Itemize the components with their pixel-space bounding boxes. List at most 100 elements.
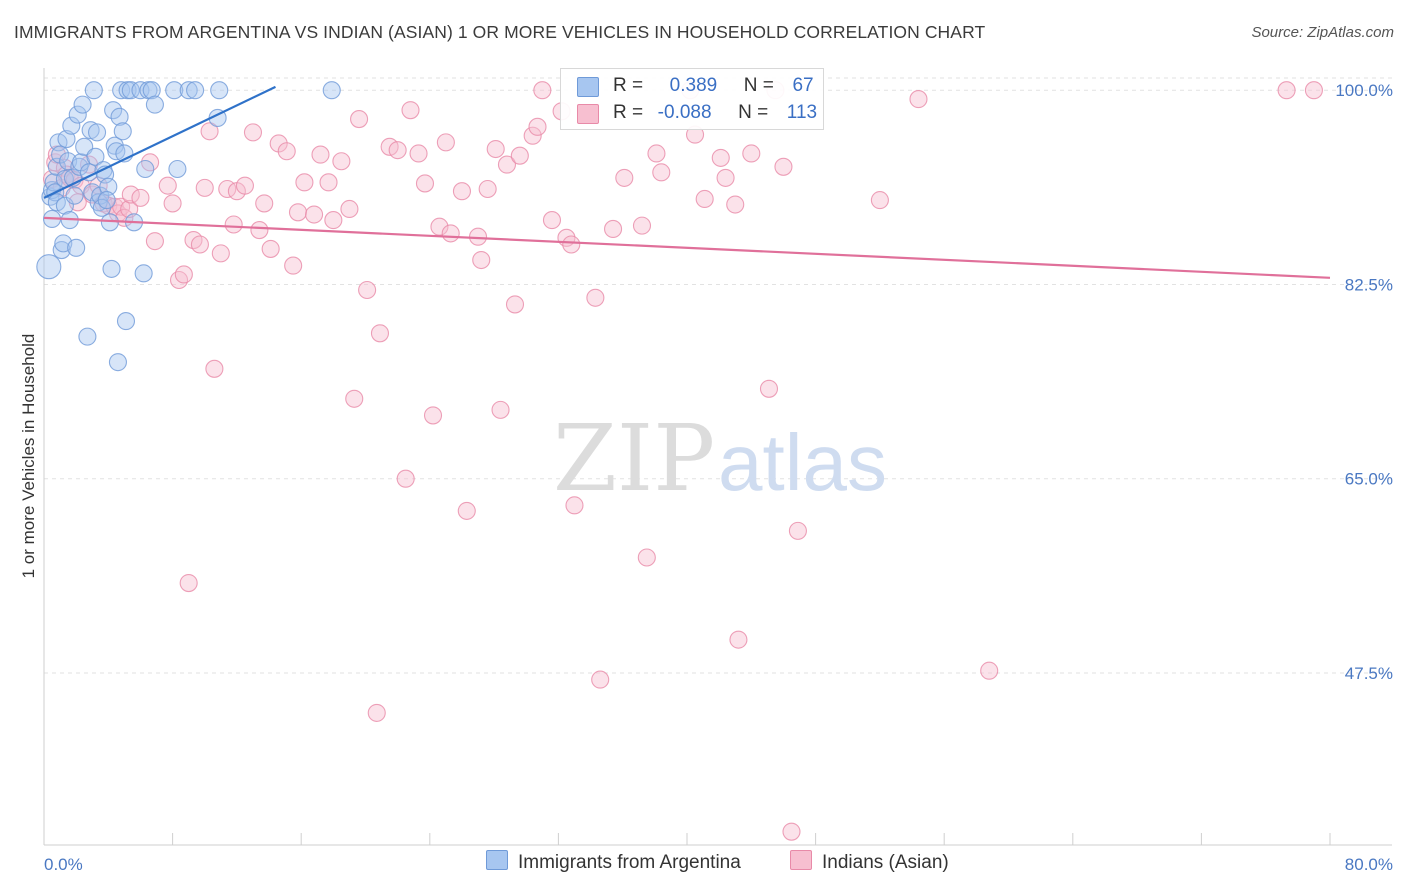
indian-point	[726, 195, 745, 214]
argentina-point	[57, 129, 76, 149]
indian-point	[711, 148, 730, 167]
indian-point	[759, 379, 779, 398]
indian-point	[295, 173, 314, 192]
indian-point	[457, 501, 476, 520]
argentina-point	[145, 95, 164, 114]
indian-point	[284, 256, 303, 275]
indian-point	[121, 185, 140, 204]
grid-lines	[44, 77, 1392, 674]
legend-n-value-argentina: 67	[792, 75, 814, 96]
argentina-point	[116, 312, 136, 331]
indian-point	[235, 176, 254, 195]
stats-legend: R = 0.389 N = 67 R = -0.088 N = 113	[560, 68, 824, 130]
indian-point	[478, 179, 497, 199]
indian-point	[565, 496, 584, 515]
indian-point	[452, 182, 472, 201]
indian-point	[174, 265, 193, 284]
indian-point	[615, 168, 634, 187]
argentina-point	[110, 107, 129, 126]
indian-point	[523, 126, 542, 145]
indian-point	[591, 670, 610, 689]
indian-point	[158, 176, 177, 195]
indian-point	[324, 211, 343, 230]
indian-point	[131, 188, 150, 207]
indian-point	[370, 324, 390, 343]
trend-lines	[43, 85, 1331, 279]
argentina-point	[55, 196, 74, 215]
legend-r-label: R =	[613, 102, 644, 123]
argentina-point	[78, 327, 97, 346]
indian-point	[870, 191, 889, 210]
argentina-point	[59, 152, 78, 171]
watermark-zip: ZIP	[553, 405, 715, 512]
x-tick-max: 80.0%	[1345, 855, 1393, 874]
indian-point	[436, 133, 455, 152]
indian-point	[350, 110, 369, 129]
indian-point	[528, 117, 547, 136]
legend-r-value-argentina: 0.389	[669, 75, 718, 96]
argentina-point	[136, 159, 155, 179]
indian-point	[533, 81, 552, 100]
indian-point	[311, 145, 330, 164]
indian-point	[980, 661, 999, 680]
argentina-point	[210, 81, 229, 100]
argentina-point	[102, 259, 121, 278]
indian-point	[782, 822, 801, 841]
y-tick-label: 65.0%	[1345, 470, 1393, 489]
indian-point	[695, 189, 714, 209]
indian-point	[505, 295, 525, 314]
argentina-trend-line	[43, 85, 276, 199]
indian-point	[200, 122, 219, 141]
indian-point	[510, 146, 529, 165]
argentina-point	[86, 147, 105, 166]
bottom-swatch-indian	[790, 850, 812, 870]
indian-point	[190, 235, 209, 254]
legend-n-label: N =	[743, 75, 774, 96]
bottom-legend-argentina-label: Immigrants from Argentina	[518, 852, 741, 873]
indian-point	[774, 157, 793, 176]
indian-point	[401, 101, 420, 120]
legend-r-label: R =	[613, 75, 644, 96]
legend-swatch-argentina	[577, 77, 599, 97]
y-axis-label: 1 or more Vehicles in Household	[19, 334, 38, 579]
argentina-points	[36, 81, 341, 372]
indian-point	[562, 235, 581, 254]
argentina-point	[52, 240, 71, 260]
argentina-point	[186, 81, 205, 100]
indian-point	[423, 406, 443, 425]
indian-point	[604, 219, 623, 238]
indian-point	[742, 144, 761, 163]
argentina-point	[62, 116, 81, 135]
argentina-point	[104, 101, 123, 120]
indian-point	[632, 216, 652, 235]
indian-point	[647, 144, 666, 163]
argentina-point	[322, 81, 341, 100]
indian-point	[332, 152, 351, 171]
indian-point	[415, 174, 435, 193]
argentina-point	[179, 81, 198, 100]
indian-point	[345, 389, 364, 408]
legend-n-label: N =	[738, 102, 769, 123]
argentina-point	[36, 254, 62, 280]
argentina-point	[165, 81, 184, 100]
argentina-point	[99, 177, 118, 196]
indian-point	[472, 250, 491, 270]
indian-point	[163, 194, 182, 213]
indian-point	[586, 288, 605, 307]
indian-point	[224, 215, 243, 234]
watermark: ZIP atlas	[553, 405, 887, 512]
indian-point	[637, 548, 656, 567]
indian-point	[396, 469, 415, 488]
indian-point	[277, 142, 296, 161]
indian-point	[250, 221, 269, 240]
y-tick-labels: 47.5% 65.0% 82.5% 100.0%	[1335, 81, 1393, 683]
indian-point	[788, 521, 807, 540]
argentina-point	[121, 81, 140, 100]
argentina-point	[168, 159, 187, 179]
argentina-point	[65, 186, 84, 205]
indian-point	[367, 703, 386, 722]
indian-point	[211, 244, 230, 263]
indian-point	[145, 232, 164, 251]
indian-point	[319, 173, 338, 192]
